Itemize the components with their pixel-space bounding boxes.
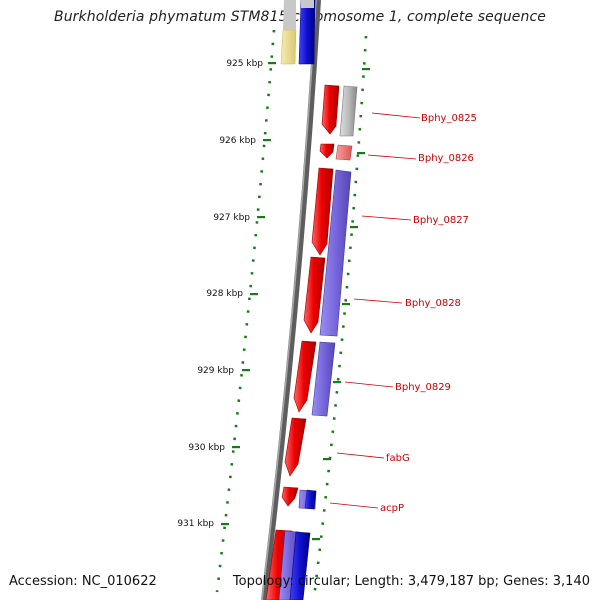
kbp-label-930: 930 kbp (188, 443, 225, 453)
cds-bphy-0828 (303, 256, 326, 334)
leader-line (329, 502, 379, 509)
cds-bphy-0825 (321, 84, 340, 135)
genome-backbone-highlight (261, 0, 317, 600)
ruler-major-tick (342, 303, 350, 306)
cds-fabG (284, 417, 307, 477)
ruler-major-tick (221, 523, 229, 526)
ruler-major-tick (323, 458, 331, 461)
gene-label-acpP: acpP (380, 503, 404, 514)
leader-line (371, 112, 421, 119)
feature-top-blue (298, 0, 316, 65)
forward-strand-cds (265, 84, 340, 600)
reverse-strand-features (278, 85, 358, 600)
ruler-major-tick (350, 226, 358, 229)
kbp-label-926: 926 kbp (219, 136, 256, 146)
feature-bottom-violet (278, 530, 300, 600)
leader-line (336, 452, 385, 459)
kbp-label-928: 928 kbp (206, 289, 243, 299)
ruler-major-tick (312, 538, 320, 541)
cds-bphy-0826 (319, 143, 335, 159)
ruler-major-tick (263, 139, 271, 142)
ruler-outer-major-ticks (312, 68, 370, 541)
feature-bphy-0827-violet (319, 169, 352, 337)
feature-bphy-0825-gray (339, 85, 358, 137)
gene-label-bphy-0826: Bphy_0826 (418, 153, 474, 164)
feature-bphy-0829-violet (311, 341, 336, 417)
kbp-label-925: 925 kbp (226, 59, 263, 69)
ruler-major-tick (257, 216, 265, 219)
gene-label-fabG: fabG (386, 453, 410, 464)
feature-acpP-blue (304, 489, 317, 510)
ruler-inner-dotted-arc (215, 29, 276, 593)
feature-top-yellow (280, 0, 297, 65)
ruler-inner-dots (215, 29, 276, 593)
genome-backbone (261, 0, 321, 600)
gene-label-bphy-0828: Bphy_0828 (405, 298, 461, 309)
leader-line (361, 215, 412, 221)
map-title: Burkholderia phymatum STM815 chromosome … (53, 9, 546, 25)
cds-acpP (281, 486, 299, 507)
cds-bphy-0829 (293, 340, 317, 413)
ruler-major-tick (242, 369, 250, 372)
leader-line (367, 154, 417, 160)
accession-text: Accession: NC_010622 (9, 574, 157, 589)
ruler-inner-major-ticks: 925 kbp 926 kbp 927 kbp 928 kbp 929 kbp … (177, 59, 276, 529)
ruler-major-tick (357, 152, 365, 155)
leader-line (353, 298, 403, 304)
ruler-major-tick (232, 446, 240, 449)
gene-labels: Bphy_0825 Bphy_0826 Bphy_0827 Bphy_0828 … (329, 112, 477, 514)
cds-bphy-0827 (311, 167, 334, 256)
kbp-label-927: 927 kbp (213, 213, 250, 223)
gene-label-bphy-0827: Bphy_0827 (413, 215, 469, 226)
leader-line (344, 381, 394, 388)
ruler-major-tick (250, 293, 258, 296)
ruler-major-tick (362, 68, 370, 71)
feature-bphy-0826-pink (335, 144, 353, 161)
ruler-major-tick (333, 381, 341, 384)
kbp-label-929: 929 kbp (197, 366, 234, 376)
gene-label-bphy-0825: Bphy_0825 (421, 113, 477, 124)
ruler-major-tick (268, 62, 276, 65)
gene-label-bphy-0829: Bphy_0829 (395, 382, 451, 393)
feature-bottom-blue (289, 531, 311, 600)
kbp-label-931: 931 kbp (177, 519, 214, 529)
genome-stats-text: Topology: circular; Length: 3,479,187 bp… (232, 574, 590, 589)
